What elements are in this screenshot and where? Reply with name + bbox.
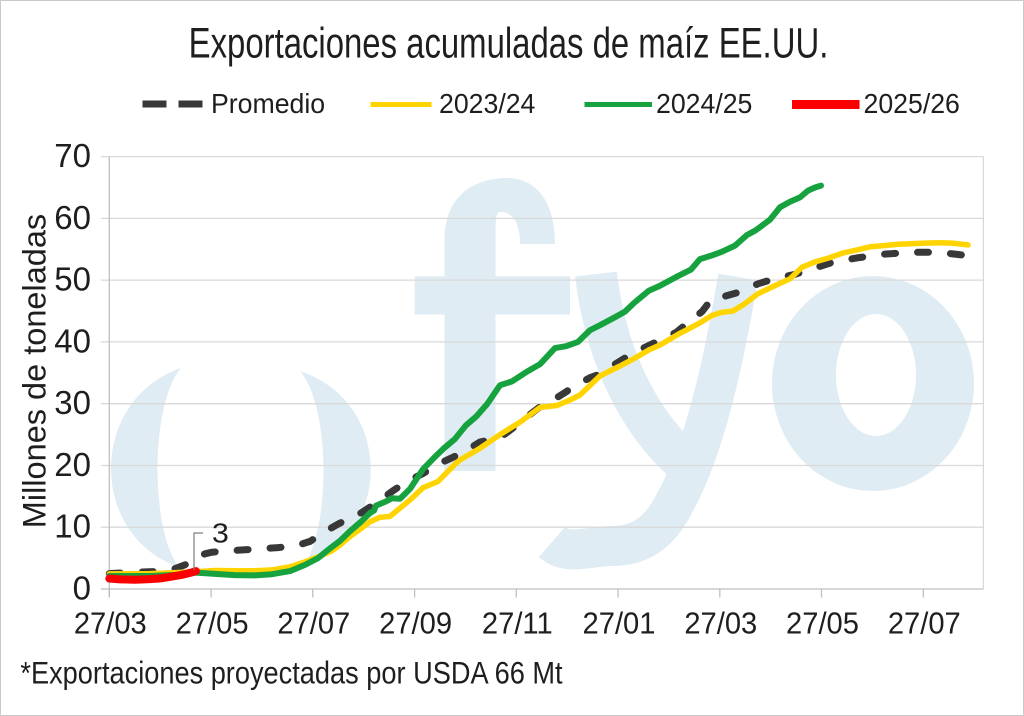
svg-text:Exportaciones acumuladas de ma: Exportaciones acumuladas de maíz EE.UU. bbox=[189, 19, 829, 67]
svg-text:50: 50 bbox=[54, 261, 91, 298]
svg-text:10: 10 bbox=[54, 508, 91, 545]
svg-text:27/05: 27/05 bbox=[176, 607, 249, 641]
svg-text:2023/24: 2023/24 bbox=[439, 88, 535, 119]
svg-text:0: 0 bbox=[73, 569, 91, 606]
svg-text:27/09: 27/09 bbox=[379, 607, 452, 641]
svg-text:27/01: 27/01 bbox=[583, 607, 656, 641]
svg-text:2025/26: 2025/26 bbox=[864, 88, 960, 119]
svg-text:20: 20 bbox=[54, 446, 91, 483]
svg-text:27/07: 27/07 bbox=[277, 607, 350, 641]
svg-text:40: 40 bbox=[54, 322, 91, 359]
svg-text:27/05: 27/05 bbox=[786, 607, 859, 641]
svg-text:30: 30 bbox=[54, 384, 91, 421]
svg-text:27/07: 27/07 bbox=[888, 607, 961, 641]
svg-text:2024/25: 2024/25 bbox=[656, 88, 752, 119]
svg-text:70: 70 bbox=[54, 137, 91, 174]
svg-text:27/03: 27/03 bbox=[684, 607, 757, 641]
svg-text:Promedio: Promedio bbox=[211, 88, 325, 119]
svg-text:60: 60 bbox=[54, 199, 91, 236]
svg-text:3: 3 bbox=[212, 518, 229, 549]
svg-text:27/11: 27/11 bbox=[482, 607, 553, 641]
svg-text:*Exportaciones proyectadas por: *Exportaciones proyectadas por USDA 66 M… bbox=[20, 656, 562, 691]
svg-text:Millones de toneladas: Millones de toneladas bbox=[17, 214, 53, 528]
svg-text:27/03: 27/03 bbox=[74, 607, 147, 641]
